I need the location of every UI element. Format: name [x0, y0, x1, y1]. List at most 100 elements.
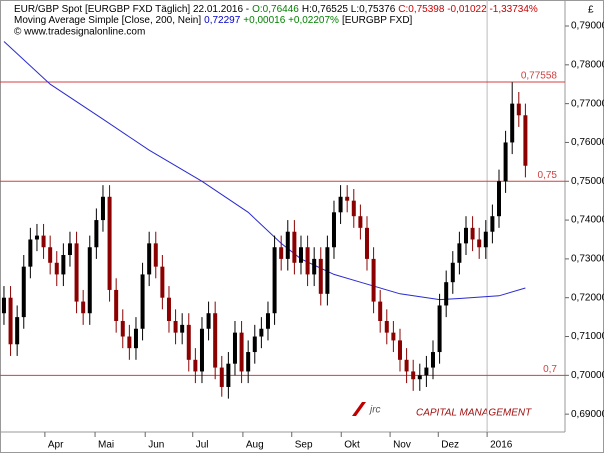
x-tick-label: Sep — [295, 440, 313, 451]
header-line: EUR/GBP Spot [EURGBP FXD Täglich] 22.01.… — [14, 4, 538, 15]
y-tick-label: 0,71000 — [571, 331, 604, 342]
candle-body — [173, 320, 178, 333]
candle-body — [331, 212, 336, 248]
candle-body — [61, 255, 66, 275]
source: © www.tradesignalonline.com — [14, 27, 145, 38]
candle-body — [325, 247, 330, 294]
candle-body — [219, 367, 224, 387]
x-tick-label: 2016 — [490, 440, 513, 451]
level-label: 0,7 — [543, 364, 557, 375]
candle-body — [180, 324, 185, 333]
candle-body — [490, 216, 495, 232]
candle-body — [351, 200, 356, 217]
candle-body — [265, 313, 270, 329]
candle-body — [305, 247, 310, 275]
candle-body — [41, 235, 46, 248]
candle-body — [81, 301, 86, 314]
currency: £ — [588, 5, 594, 16]
candle-body — [259, 328, 264, 337]
y-tick-label: 0,69000 — [571, 409, 604, 420]
candle-body — [477, 239, 482, 248]
candle-body — [463, 227, 468, 244]
y-tick-label: 0,78000 — [571, 59, 604, 70]
candle-body — [496, 181, 501, 217]
candle-body — [127, 336, 132, 349]
y-tick-label: 0,70000 — [571, 370, 604, 381]
y-tick-label: 0,77000 — [571, 98, 604, 109]
candle-body — [160, 266, 165, 298]
candle-body — [364, 227, 369, 259]
x-tick-label: Mai — [98, 440, 114, 451]
candle-body — [74, 243, 79, 302]
candle-body — [114, 289, 119, 321]
header-segment: C:0,75398 -0,01022 -1,33734% — [398, 4, 538, 15]
x-tick-label: Okt — [344, 440, 360, 451]
candle-body — [338, 196, 343, 213]
candle-body — [239, 332, 244, 372]
candle-body — [516, 103, 521, 116]
candle-body — [285, 231, 290, 259]
candle-body — [279, 247, 284, 259]
candle-body — [48, 247, 53, 263]
candle-body — [8, 297, 13, 345]
header-segment: O:0,76446 — [252, 4, 299, 15]
candle-body — [213, 313, 218, 368]
x-tick-label: Aug — [246, 440, 264, 451]
candle-body — [384, 320, 389, 333]
candle-body — [186, 324, 191, 360]
logo-text: CAPITAL MANAGEMENT — [416, 408, 532, 419]
candle-body — [67, 243, 72, 256]
level-label: 0,75 — [538, 170, 558, 181]
candle-body — [272, 247, 277, 314]
header-segment: H:0,76525 L:0,75376 — [302, 4, 396, 15]
logo-slash — [352, 402, 366, 416]
candle-body — [206, 313, 211, 329]
x-tick-label: Jul — [196, 440, 209, 451]
level-label: 0,77558 — [521, 71, 558, 82]
candle-body — [133, 328, 138, 349]
candle-body — [371, 258, 376, 302]
candle-body — [232, 332, 237, 364]
candle-body — [226, 363, 231, 387]
candle-body — [358, 216, 363, 228]
candle-body — [450, 262, 455, 283]
candle-body — [199, 328, 204, 372]
y-tick-label: 0,76000 — [571, 137, 604, 148]
candle-body — [397, 340, 402, 360]
candle-body — [430, 352, 435, 368]
logo-mark: jrc — [368, 405, 381, 416]
candle-body — [483, 231, 488, 248]
candle-body — [153, 243, 158, 267]
y-tick-label: 0,72000 — [571, 292, 604, 303]
header-line: Moving Average Simple [Close, 200, Nein]… — [14, 15, 413, 26]
candle-body — [34, 235, 39, 240]
candle-body — [411, 371, 416, 380]
candle-body — [417, 375, 422, 380]
candle-body — [87, 247, 92, 314]
candle-body — [404, 359, 409, 372]
x-tick-label: Nov — [393, 440, 411, 451]
candle-body — [378, 301, 383, 321]
candle-body — [510, 103, 515, 143]
candle-body — [193, 359, 198, 372]
y-tick-label: 0,79000 — [571, 21, 604, 32]
candle-body — [312, 258, 317, 275]
candle-body — [292, 231, 297, 263]
candle-body — [252, 336, 257, 353]
x-tick-label: Dez — [441, 440, 459, 451]
candle-body — [345, 196, 350, 201]
candle-body — [28, 239, 33, 267]
header-segment: EUR/GBP Spot [EURGBP FXD Täglich] 22.01.… — [14, 4, 249, 15]
candle-body — [120, 320, 125, 337]
candle-body — [444, 282, 449, 306]
candle-body — [523, 115, 528, 166]
candle-body — [424, 367, 429, 376]
candle-body — [54, 262, 59, 275]
candle-body — [94, 220, 99, 248]
candle-body — [140, 274, 145, 329]
candle-body — [100, 196, 105, 221]
candle-body — [21, 266, 26, 318]
y-tick-label: 0,75000 — [571, 176, 604, 187]
candle-body — [318, 258, 323, 294]
